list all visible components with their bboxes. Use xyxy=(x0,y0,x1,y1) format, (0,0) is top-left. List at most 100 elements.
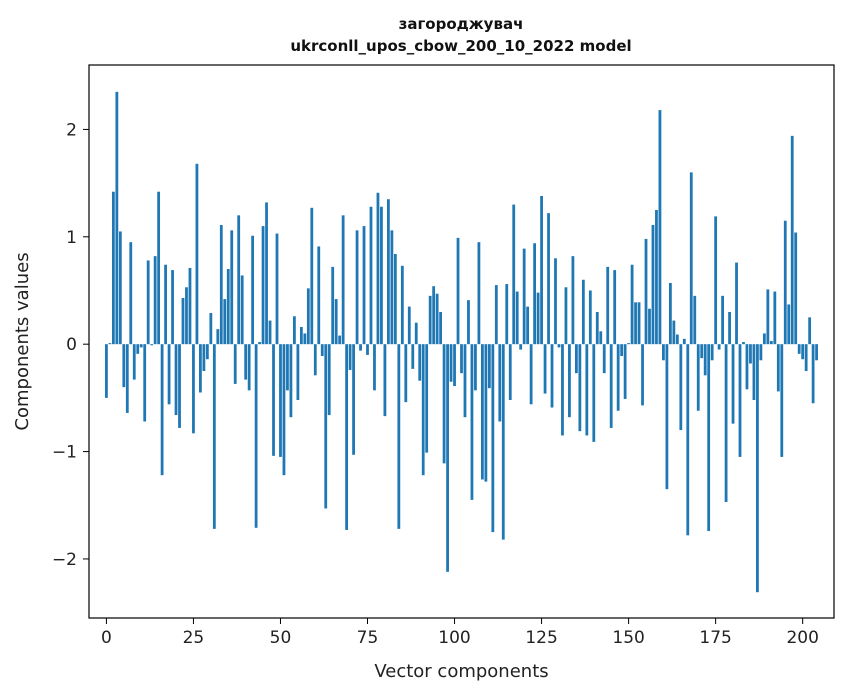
bar-55 xyxy=(296,344,300,401)
bar-196 xyxy=(787,304,791,345)
bar-90 xyxy=(418,344,422,381)
x-tick-label: 25 xyxy=(183,628,205,648)
x-tick-label: 0 xyxy=(101,628,112,648)
bar-150 xyxy=(627,343,630,345)
bar-201 xyxy=(804,344,808,372)
bar-33 xyxy=(219,224,223,345)
bar-115 xyxy=(505,284,509,345)
bar-21 xyxy=(178,344,181,428)
bar-203 xyxy=(811,344,815,404)
bar-165 xyxy=(679,344,683,431)
bar-64 xyxy=(327,344,331,416)
bar-49 xyxy=(275,233,279,345)
bar-4 xyxy=(118,231,122,345)
bar-164 xyxy=(675,334,679,345)
bar-98 xyxy=(446,344,449,572)
bar-190 xyxy=(766,289,770,345)
bar-43 xyxy=(254,344,258,528)
bar-179 xyxy=(728,311,731,345)
bar-24 xyxy=(188,267,192,345)
bar-121 xyxy=(526,306,530,345)
bar-83 xyxy=(393,253,397,345)
bar-20 xyxy=(174,344,178,416)
bar-87 xyxy=(407,306,411,345)
bar-77 xyxy=(373,344,376,391)
bar-23 xyxy=(185,287,188,345)
bar-166 xyxy=(682,338,686,345)
bar-122 xyxy=(529,344,533,405)
bar-2 xyxy=(111,191,115,345)
bar-136 xyxy=(578,344,582,432)
bar-120 xyxy=(522,248,526,345)
bar-184 xyxy=(745,344,749,390)
bar-198 xyxy=(794,232,798,345)
chart-title: загороджувач xyxy=(399,15,524,33)
bar-175 xyxy=(714,216,718,345)
bar-45 xyxy=(261,226,265,345)
bar-80 xyxy=(383,344,387,417)
bar-99 xyxy=(449,344,453,382)
y-axis-label: Components values xyxy=(12,252,33,430)
bar-50 xyxy=(279,344,282,457)
bar-1 xyxy=(108,343,112,345)
bar-34 xyxy=(223,299,227,345)
bar-31 xyxy=(212,344,216,529)
bar-194 xyxy=(780,344,784,457)
bar-56 xyxy=(299,327,303,345)
x-tick-label: 75 xyxy=(357,628,379,648)
bar-59 xyxy=(310,207,314,345)
bar-54 xyxy=(293,316,296,345)
y-tick-label: 2 xyxy=(66,120,77,140)
bar-156 xyxy=(648,308,651,345)
bar-88 xyxy=(411,344,415,369)
y-tick-label: −1 xyxy=(52,443,77,463)
bar-93 xyxy=(428,295,432,345)
bar-109 xyxy=(484,344,488,482)
plot-frame xyxy=(88,64,835,619)
bar-185 xyxy=(749,344,752,364)
bar-15 xyxy=(157,191,161,345)
bar-202 xyxy=(808,317,812,345)
bar-68 xyxy=(341,215,345,345)
bar-118 xyxy=(515,291,519,345)
bar-89 xyxy=(414,322,418,345)
bar-44 xyxy=(258,342,261,345)
bar-52 xyxy=(286,344,289,391)
bar-173 xyxy=(707,344,711,532)
bar-75 xyxy=(366,344,369,355)
bar-63 xyxy=(324,344,328,509)
bar-178 xyxy=(724,344,728,503)
bar-103 xyxy=(463,344,467,418)
bar-69 xyxy=(345,344,349,530)
bar-102 xyxy=(460,344,463,374)
bar-151 xyxy=(630,264,634,345)
bar-61 xyxy=(317,246,321,345)
bar-42 xyxy=(251,235,255,345)
bar-5 xyxy=(122,344,126,388)
y-axis-ticks: −2 −1 0 1 2 xyxy=(52,120,89,570)
bar-180 xyxy=(731,344,735,424)
bar-123 xyxy=(533,243,536,345)
bar-84 xyxy=(397,344,401,529)
bar-37 xyxy=(233,344,237,384)
bar-114 xyxy=(501,344,505,540)
bar-158 xyxy=(655,209,658,345)
bar-30 xyxy=(209,313,213,345)
bar-39 xyxy=(240,275,244,345)
bar-32 xyxy=(216,329,220,345)
bar-66 xyxy=(334,299,338,345)
bar-174 xyxy=(710,344,714,361)
bar-144 xyxy=(606,266,610,345)
bar-140 xyxy=(592,344,596,442)
bar-26 xyxy=(195,163,199,345)
bar-79 xyxy=(380,206,383,345)
bar-82 xyxy=(390,230,394,345)
bar-70 xyxy=(348,344,352,370)
bar-139 xyxy=(588,290,592,345)
bar-177 xyxy=(721,295,724,345)
bar-19 xyxy=(171,270,174,345)
bar-108 xyxy=(481,344,484,480)
bar-145 xyxy=(609,344,613,428)
bar-204 xyxy=(815,344,818,361)
